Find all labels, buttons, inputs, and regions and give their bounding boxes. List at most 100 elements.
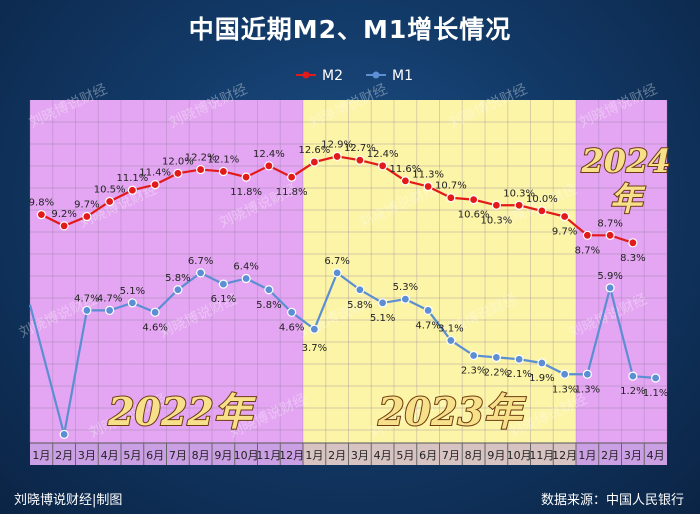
data-label-m1: 4.7% [97,293,122,304]
data-point-m2 [241,172,251,182]
data-label-m2: 11.8% [276,187,308,198]
data-point-m1 [355,285,365,295]
data-label-m2: 10.3% [503,188,535,199]
data-label-m2: 11.6% [389,164,421,175]
data-point-m1 [560,369,570,379]
data-label-m1: 5.8% [165,273,190,284]
data-point-m1 [628,371,638,381]
data-point-m2 [173,168,183,178]
x-tick-label: 1月 [305,449,323,462]
data-label-m2: 11.8% [230,187,262,198]
data-label-m1: 5.8% [347,300,372,311]
year-label-suffix: 年 [610,180,646,218]
data-point-m2 [287,172,297,182]
data-point-m1 [127,298,137,308]
data-point-m1 [378,298,388,308]
data-point-m2 [264,161,274,171]
data-label-m1: 2.3% [461,365,486,376]
legend-marker-m1 [372,71,380,79]
data-label-m1: 3.1% [438,323,463,334]
data-point-m1 [446,335,456,346]
data-point-m1 [537,358,547,368]
data-point-m2 [400,176,410,186]
x-tick-label: 7月 [169,449,187,462]
data-point-m2 [150,180,160,190]
data-label-m2: 12.4% [253,149,285,160]
x-tick-label: 3月 [624,449,642,462]
data-label-m2: 9.7% [74,200,99,211]
data-point-m2 [469,195,479,205]
x-tick-label: 11月 [256,449,281,462]
data-label-m2: 10.7% [435,181,467,192]
data-point-m1 [514,354,524,364]
data-point-m2 [537,206,547,216]
data-label-m1: 4.7% [415,320,440,331]
x-tick-label: 9月 [487,449,505,462]
data-label-m1: 5.1% [370,313,395,324]
x-tick-label: 5月 [396,449,414,462]
data-label-m2: 12.6% [298,145,330,156]
x-tick-label: 10月 [507,449,532,462]
data-label-m1: 3.7% [302,343,327,354]
legend-label-m1: M1 [392,68,413,84]
data-point-m1 [264,285,274,295]
x-tick-label: 2月 [328,449,346,462]
x-tick-label: 11月 [529,449,554,462]
data-label-m2: 10.0% [526,194,558,205]
data-point-m2 [378,161,388,171]
year-label: 2022年 [107,389,257,434]
year-label: 2024 [580,142,670,180]
data-label-m1: 2.1% [506,369,531,380]
data-label-m2: 10.3% [480,215,512,226]
data-point-m1 [196,268,206,278]
data-label-m2: 12.9% [321,139,353,150]
data-point-m2 [218,166,228,177]
footer-author: 刘晓博说财经|制图 [14,493,123,508]
data-point-m2 [605,230,615,240]
band-2 [576,100,667,465]
data-point-m1 [423,305,433,316]
data-label-m2: 12.4% [367,149,399,160]
x-tick-label: 4月 [101,449,119,462]
legend: M2 M1 [296,68,413,84]
x-tick-label: 4月 [374,449,392,462]
data-label-m2: 12.0% [162,156,194,167]
x-tick-label: 7月 [442,449,460,462]
data-point-m2 [423,181,433,192]
data-point-m2 [332,151,342,162]
x-tick-label: 8月 [192,449,210,462]
data-label-m1: 1.1% [643,388,668,399]
data-label-m1: 4.7% [74,293,99,304]
data-point-m1 [150,307,160,317]
data-point-m1 [59,429,69,439]
data-point-m1 [605,283,615,293]
x-tick-label: 3月 [351,449,369,462]
data-point-m2 [105,196,115,207]
legend-marker-m2 [302,71,310,79]
data-label-m2: 11.3% [412,169,444,180]
data-point-m2 [59,221,69,231]
data-point-m2 [628,238,638,248]
data-point-m1 [332,268,342,278]
data-label-m1: 4.6% [142,322,167,333]
x-tick-label: 4月 [647,449,665,462]
data-point-m2 [355,155,365,165]
data-label-m2: 12.7% [344,143,376,154]
data-point-m1 [287,307,297,317]
chart-title: 中国近期M2、M1增长情况 [188,15,512,44]
data-label-m2: 10.5% [94,185,126,196]
data-label-m1: 6.1% [211,294,236,305]
data-label-m2: 11.4% [139,168,171,179]
x-tick-label: 2月 [55,449,73,462]
data-point-m1 [582,369,592,379]
data-label-m1: 2.2% [484,367,509,378]
data-label-m2: 8.3% [620,253,645,264]
data-label-m1: 1.9% [529,373,554,384]
data-label-m2: 12.1% [207,154,239,165]
data-point-m1 [651,373,661,383]
data-point-m1 [491,352,501,362]
x-tick-label: 6月 [146,449,164,462]
data-label-m1: 1.3% [575,384,600,395]
data-label-m2: 9.8% [29,198,54,209]
